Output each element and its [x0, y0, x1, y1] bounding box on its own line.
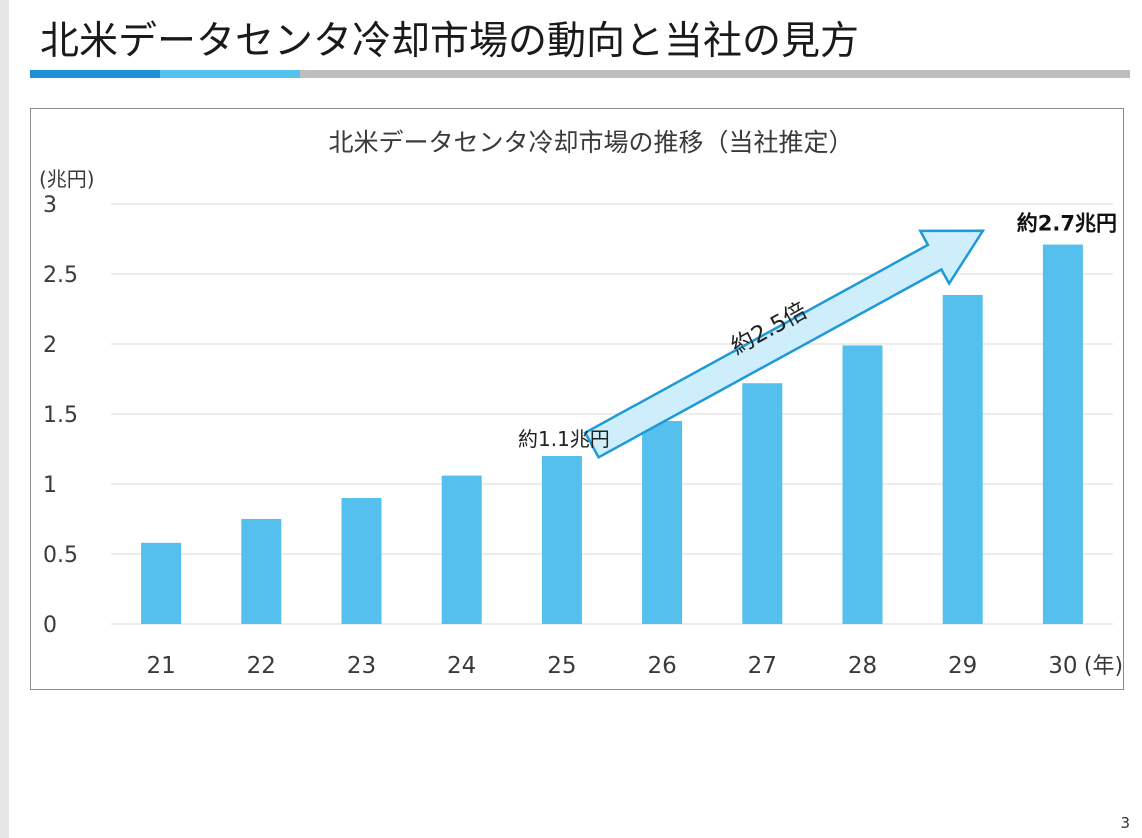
title-underline [30, 70, 1130, 78]
bar [842, 345, 883, 624]
x-tick-label: 27 [748, 653, 777, 679]
x-tick-label: 25 [547, 653, 576, 679]
bar [942, 295, 983, 624]
bar [642, 421, 683, 624]
bar-chart: 北米データセンタ冷却市場の推移（当社推定） (兆円) 0 0.5 1 1.5 2 2.5 3… [39, 128, 1123, 679]
x-tick-label: 28 [848, 653, 877, 679]
x-tick-label: 21 [146, 653, 175, 679]
title-underline-accent-light [160, 70, 300, 78]
end-value-label: 約2.7兆円 [1017, 212, 1117, 236]
x-axis-unit-label: (年) [1084, 654, 1123, 679]
x-tick-label: 23 [347, 653, 376, 679]
y-tick-label: 0 [43, 613, 57, 638]
title-underline-accent-dark [30, 70, 160, 78]
x-tick-label: 29 [948, 653, 977, 679]
chart-title: 北米データセンタ冷却市場の推移（当社推定） [328, 128, 853, 157]
y-tick-label: 3 [43, 193, 57, 218]
title-underline-gray [300, 70, 1130, 78]
y-axis-ticks: 0 0.5 1 1.5 2 2.5 3 [43, 193, 78, 638]
y-tick-label: 2.5 [43, 263, 78, 288]
x-tick-label: 26 [647, 653, 676, 679]
y-tick-label: 1.5 [43, 403, 78, 428]
bar [241, 519, 282, 624]
bar [1042, 244, 1083, 624]
slide-title: 北米データセンタ冷却市場の動向と当社の見方 [40, 19, 860, 64]
bar [541, 456, 582, 624]
slide-left-edge [0, 0, 9, 838]
bar [141, 542, 182, 624]
y-tick-label: 2 [43, 333, 57, 358]
bar [441, 475, 482, 624]
y-tick-label: 0.5 [43, 543, 78, 568]
x-axis-ticks: 21 22 23 24 25 26 27 28 29 30 (年) [146, 653, 1123, 679]
growth-arrow-shape [583, 229, 986, 459]
bar [742, 383, 783, 624]
chart-frame: 北米データセンタ冷却市場の推移（当社推定） (兆円) 0 0.5 1 1.5 2 2.5 3… [30, 108, 1124, 690]
bars [141, 244, 1083, 624]
y-axis-unit-label: (兆円) [39, 167, 95, 191]
page-number: 3 [1120, 814, 1130, 832]
x-tick-label: 30 [1048, 653, 1077, 679]
x-tick-label: 24 [447, 653, 476, 679]
annotations: 約1.1兆円 約2.7兆円 [518, 212, 1117, 451]
start-value-label: 約1.1兆円 [518, 427, 610, 451]
y-tick-label: 1 [43, 473, 57, 498]
bar [341, 498, 382, 624]
x-tick-label: 22 [247, 653, 276, 679]
